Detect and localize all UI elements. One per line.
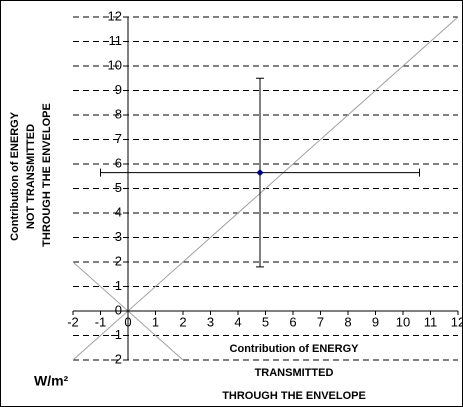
x-tick-label: 7 (317, 314, 324, 329)
y-axis-title: Contribution of ENERGY NOT TRANSMITTED T… (9, 103, 53, 247)
x-tick-label: -1 (95, 314, 107, 329)
x-tick-label: 11 (424, 314, 438, 329)
x-tick-label: 12 (451, 314, 463, 329)
x-tick-label: 8 (344, 314, 351, 329)
x-tick-label: 10 (396, 314, 410, 329)
x-axis-title-line: TRANSMITTED (255, 367, 334, 379)
y-axis-title-line: THROUGH THE ENVELOPE (41, 103, 53, 247)
x-axis-title-line: Contribution of ENERGY (230, 343, 360, 355)
y-axis-title-line: Contribution of ENERGY (9, 111, 21, 241)
y-tick-label: -1 (110, 327, 122, 342)
y-tick-label: 11 (109, 33, 123, 48)
x-tick-label: 9 (372, 314, 379, 329)
x-tick-label: 1 (152, 314, 159, 329)
y-axis-title-line: NOT TRANSMITTED (25, 124, 37, 229)
x-tick-label: 0 (124, 314, 131, 329)
y-tick-label: 7 (115, 131, 122, 146)
x-tick-label: -2 (67, 314, 79, 329)
reference-line (72, 16, 459, 361)
y-tick-label: 12 (108, 8, 122, 23)
x-tick-label: 6 (289, 314, 296, 329)
y-tick-label: 0 (115, 302, 122, 317)
y-tick-label: 10 (108, 57, 122, 72)
point (256, 169, 264, 177)
y-tick-label: 6 (115, 155, 122, 170)
unit-label: W/m² (34, 373, 69, 389)
y-tick-label: 2 (115, 253, 122, 268)
y-tick-label: -2 (110, 351, 122, 366)
y-tick-label: 1 (115, 278, 122, 293)
x-tick-label: 5 (262, 314, 269, 329)
y-tick-label: 3 (115, 229, 122, 244)
y-tick-label: 5 (115, 180, 122, 195)
x-tick-label: 4 (234, 314, 241, 329)
y-tick-label: 4 (115, 204, 122, 219)
x-tick-label: 3 (207, 314, 214, 329)
x-axis-title-line: THROUGH THE ENVELOPE (222, 390, 366, 402)
x-tick-label: 2 (179, 314, 186, 329)
y-tick-label: 8 (115, 106, 122, 121)
y-tick-label: 9 (115, 82, 122, 97)
